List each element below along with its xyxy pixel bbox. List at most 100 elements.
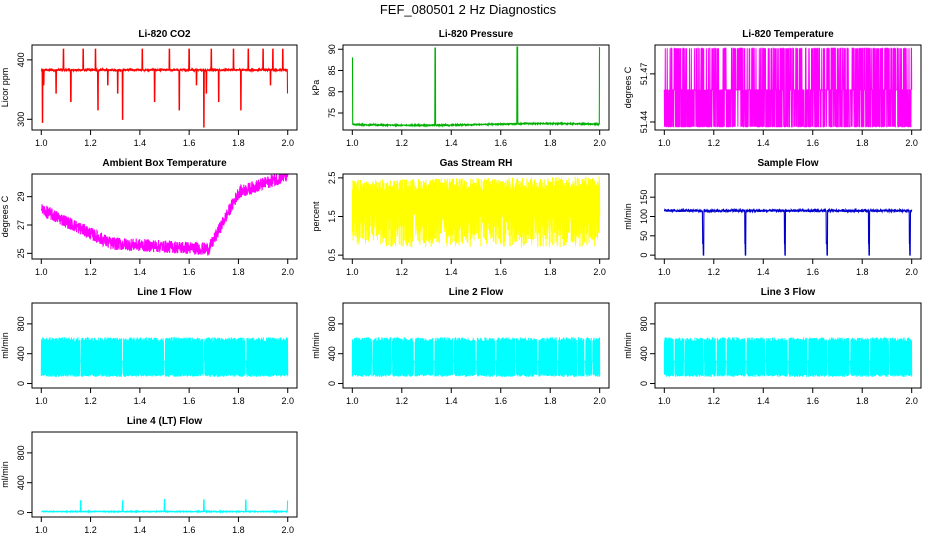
chart-title: Line 3 Flow [761,287,816,298]
y-tick-label: 400 [639,346,649,361]
y-tick-label: 25 [16,248,26,258]
chart-panel-2: Li-820 Pressure 1.0 1.2 1.4 1.6 1.8 2.0 75 80 85 9… [311,29,610,148]
y-tick-label: 80 [327,87,337,97]
x-tick-label: 1.6 [494,396,507,406]
chart-panel-3: Li-820 Temperature 1.0 1.2 1.4 1.6 1.8 2.0 51.4… [623,29,922,148]
x-tick-label: 1.2 [396,138,409,148]
y-tick-label: 400 [16,346,26,361]
x-tick-label: 1.8 [544,267,557,277]
x-tick-label: 2.0 [281,525,294,535]
y-tick-label: 400 [16,52,26,67]
x-tick-label: 1.4 [757,396,770,406]
x-tick-label: 1.6 [494,138,507,148]
x-tick-label: 1.2 [84,396,97,406]
data-series-line [351,176,601,248]
chart-title: Sample Flow [757,158,818,169]
x-tick-label: 1.4 [134,396,147,406]
y-tick-label: 29 [16,192,26,202]
x-tick-label: 1.0 [35,138,48,148]
x-tick-label: 1.2 [708,396,721,406]
data-series-line [663,337,913,377]
y-tick-label: 800 [327,316,337,331]
x-tick-label: 1.6 [183,267,196,277]
y-tick-label: 75 [327,108,337,118]
y-axis-label: ml/min [0,461,10,488]
y-tick-label: 0 [327,381,337,386]
chart-title: Li-820 CO2 [138,29,191,40]
y-tick-label: 50 [639,231,649,241]
x-tick-label: 1.6 [183,396,196,406]
chart-panel-10: Line 4 (LT) Flow 1.0 1.2 1.4 1.6 1.8 2.0 0 400 80… [0,416,298,535]
y-axis-label: Licor ppm [0,68,10,108]
x-tick-label: 1.6 [806,267,819,277]
plot-frame [654,44,922,131]
y-tick-label: 100 [639,209,649,224]
y-axis-label: degrees C [623,66,633,108]
y-tick-label: 800 [639,316,649,331]
panels-container: Li-820 CO2 1.0 1.2 1.4 1.6 1.8 2.0 300 400 Licor … [0,29,922,535]
x-tick-label: 1.0 [346,138,359,148]
x-tick-label: 1.2 [84,267,97,277]
x-tick-label: 1.4 [757,267,770,277]
plot-frame [31,44,298,131]
plot-frame [342,44,610,131]
x-tick-label: 1.0 [35,525,48,535]
y-axis-label: kPa [311,80,321,96]
y-tick-label: 0 [639,381,649,386]
chart-panel-6: Sample Flow 1.0 1.2 1.4 1.6 1.8 2.0 0 50 100 150 ml… [623,158,922,277]
x-tick-label: 2.0 [281,138,294,148]
chart-title: Li-820 Temperature [742,29,834,40]
data-series-line [40,48,289,128]
x-tick-label: 1.8 [232,138,245,148]
x-tick-label: 1.6 [183,138,196,148]
y-tick-label: 85 [327,65,337,75]
x-tick-label: 1.8 [232,396,245,406]
y-axis-label: ml/min [0,332,10,359]
x-tick-label: 1.8 [544,396,557,406]
chart-panel-9: Line 3 Flow 1.0 1.2 1.4 1.6 1.8 2.0 0 400 800 ml/m… [623,287,922,406]
x-tick-label: 1.4 [445,138,458,148]
chart-panel-7: Line 1 Flow 1.0 1.2 1.4 1.6 1.8 2.0 0 400 800 ml/m… [0,287,298,406]
chart-panel-1: Li-820 CO2 1.0 1.2 1.4 1.6 1.8 2.0 300 400 Licor … [0,29,298,148]
chart-panel-8: Line 2 Flow 1.0 1.2 1.4 1.6 1.8 2.0 0 400 800 ml/m… [311,287,610,406]
data-series-line [663,207,913,256]
x-tick-label: 1.4 [445,267,458,277]
x-tick-label: 1.4 [757,138,770,148]
y-tick-label: 800 [16,445,26,460]
figure-title: FEF_080501 2 Hz Diagnostics [380,2,557,17]
x-tick-label: 1.2 [396,267,409,277]
y-tick-label: 1.5 [327,210,337,223]
y-tick-label: 0 [16,381,26,386]
x-tick-label: 1.8 [544,138,557,148]
chart-panel-5: Gas Stream RH 1.0 1.2 1.4 1.6 1.8 2.0 0.5 1.5 2.5… [311,158,610,277]
x-tick-label: 1.4 [445,396,458,406]
x-tick-label: 1.0 [346,396,359,406]
plot-frame [31,431,298,518]
chart-title: Ambient Box Temperature [102,158,227,169]
y-tick-label: 51.44 [639,111,649,134]
data-series-line [663,47,913,128]
x-tick-label: 2.0 [905,138,918,148]
y-tick-label: 400 [327,346,337,361]
y-axis-label: ml/min [623,332,633,359]
y-axis-label: percent [311,201,321,232]
data-series-line [351,337,601,377]
data-series-line [351,46,601,128]
x-tick-label: 1.2 [708,267,721,277]
x-tick-label: 1.4 [134,525,147,535]
x-tick-label: 1.6 [494,267,507,277]
y-tick-label: 90 [327,44,337,54]
y-tick-label: 300 [16,112,26,127]
x-tick-label: 1.4 [134,267,147,277]
data-series-line [40,174,289,256]
x-tick-label: 1.2 [396,396,409,406]
y-tick-label: 0.5 [327,249,337,262]
x-tick-label: 1.0 [35,396,48,406]
x-tick-label: 1.8 [232,525,245,535]
plot-frame [654,302,922,389]
data-series-line [41,499,289,514]
chart-title: Line 1 Flow [137,287,192,298]
x-tick-label: 2.0 [281,267,294,277]
x-tick-label: 1.2 [84,138,97,148]
y-tick-label: 400 [16,475,26,490]
